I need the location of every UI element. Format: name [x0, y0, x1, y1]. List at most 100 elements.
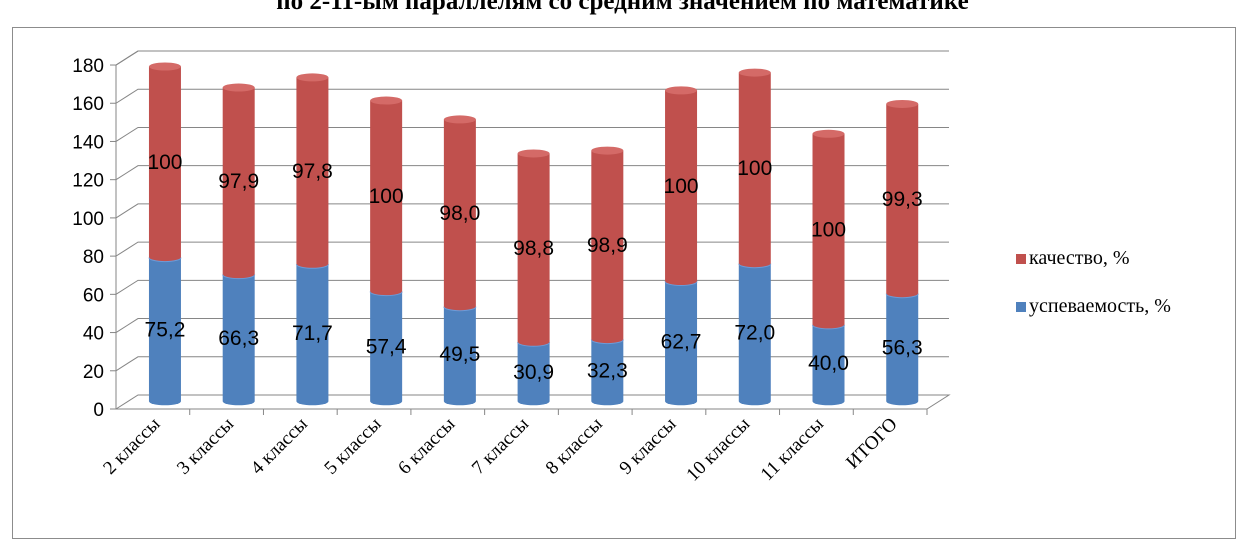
y-tick-label: 20: [83, 362, 104, 383]
bar-progress: [443, 306, 476, 406]
data-label-progress: 30,9: [513, 361, 554, 384]
chart-heading: по 2-11-ым параллелям со средним значени…: [276, 0, 969, 15]
chart-frame: 0 20 40 60 80 100 120 140 160 180 75,2 100 66,3 97,9…: [12, 27, 1236, 539]
bars: 75,2 100 66,3 97,9 71,7 97,8 57,4 100 49,5 98,0 30…: [145, 62, 923, 406]
bar-split-edge: [369, 291, 403, 297]
y-tick-label: 120: [72, 171, 104, 192]
bar-top-cap: [517, 149, 550, 158]
data-label-quality: 98,0: [439, 202, 480, 225]
bar-progress: [886, 293, 919, 406]
bar-top-cap: [665, 86, 698, 95]
y-axis-ticks: 0 20 40 60 80 100 120 140 160 180: [72, 56, 116, 421]
data-label-quality: 98,9: [587, 234, 628, 257]
data-label-progress: 57,4: [366, 335, 407, 358]
bar-quality: [296, 77, 329, 269]
data-label-progress: 40,0: [808, 352, 849, 375]
y-tick-label: 40: [83, 324, 104, 345]
x-category-label: 9 классы: [615, 414, 680, 479]
bar-top-cap: [148, 62, 181, 71]
data-label-progress: 72,0: [734, 322, 775, 345]
x-category-label: 10 классы: [682, 414, 754, 486]
x-category-label: 8 классы: [542, 414, 607, 479]
bar-progress: [517, 342, 550, 406]
data-label-progress: 32,3: [587, 359, 628, 382]
x-category-label: 4 классы: [247, 414, 312, 479]
legend-swatch: [1016, 254, 1026, 264]
y-tick-label: 80: [83, 247, 104, 268]
x-category-label: ИТОГО: [842, 414, 901, 473]
y-tick-label: 100: [72, 209, 104, 230]
x-category-label: 2 классы: [99, 414, 164, 479]
data-label-quality: 97,9: [218, 170, 259, 193]
bar-top-cap: [812, 129, 845, 138]
data-label-progress: 49,5: [439, 343, 480, 366]
bar-quality: [222, 87, 255, 279]
bar-progress: [370, 291, 403, 406]
data-label-quality: 99,3: [882, 188, 923, 211]
y-tick-label: 140: [72, 132, 104, 153]
legend-label: успеваемость, %: [1029, 295, 1171, 317]
y-tick-label: 60: [83, 285, 104, 306]
bar-split-edge: [443, 306, 477, 312]
bar-split-edge: [222, 274, 256, 280]
bar-split-edge: [885, 293, 919, 299]
bar-progress: [738, 263, 771, 406]
bar-split-edge: [148, 257, 182, 263]
x-category-label: 7 классы: [468, 414, 533, 479]
data-label-quality: 100: [811, 218, 846, 241]
y-tick-label: 0: [93, 400, 104, 421]
bar-quality: [591, 150, 624, 344]
bar-quality: [148, 66, 181, 262]
bar-top-cap: [591, 146, 624, 155]
bar-split-edge: [590, 339, 624, 345]
bar-top-cap: [370, 96, 403, 105]
x-category-label: 5 классы: [321, 414, 386, 479]
bar-progress: [148, 257, 181, 406]
data-label-progress: 71,7: [292, 322, 333, 345]
data-label-quality: 97,8: [292, 160, 333, 183]
bar-top-cap: [738, 68, 771, 77]
data-label-progress: 56,3: [882, 337, 923, 360]
y-tick-label: 180: [72, 56, 104, 77]
bar-split-edge: [517, 342, 551, 347]
bar-top-cap: [222, 83, 255, 92]
legend: качество, % успеваемость, %: [1016, 247, 1171, 317]
bar-progress: [296, 264, 329, 406]
legend-label: качество, %: [1029, 247, 1130, 269]
stacked-bar-chart: 0 20 40 60 80 100 120 140 160 180 75,2 100 66,3 97,9…: [72, 50, 1171, 486]
bar-top-cap: [886, 99, 919, 108]
y-tick-label: 160: [72, 94, 104, 115]
bar-top-cap: [443, 115, 476, 124]
bar-quality: [812, 133, 845, 329]
bar-top-cap: [296, 73, 329, 82]
bar-quality: [517, 153, 550, 347]
bar-split-edge: [812, 324, 846, 330]
x-category-label: 11 классы: [757, 414, 828, 485]
data-label-quality: 100: [369, 185, 404, 208]
bar-quality: [886, 103, 919, 298]
data-label-progress: 75,2: [145, 318, 186, 341]
data-label-quality: 100: [737, 157, 772, 180]
bar-progress: [665, 281, 698, 406]
floor: [114, 394, 951, 410]
bar-split-edge: [664, 281, 698, 286]
data-label-quality: 100: [147, 151, 182, 174]
bar-quality: [738, 72, 771, 268]
bar-quality: [443, 119, 476, 311]
data-label-quality: 98,8: [513, 237, 554, 260]
data-label-quality: 100: [664, 175, 699, 198]
x-category-label: 3 классы: [173, 414, 238, 479]
data-label-progress: 62,7: [661, 330, 702, 353]
x-category-label: 6 классы: [394, 414, 459, 479]
x-axis-labels: 2 классы 3 классы 4 классы 5 классы 6 классы…: [99, 409, 928, 486]
bar-quality: [665, 90, 698, 286]
bar-quality: [370, 100, 403, 296]
legend-swatch: [1016, 302, 1026, 312]
bar-progress: [812, 324, 845, 406]
data-label-progress: 66,3: [218, 327, 259, 350]
bar-progress: [222, 274, 255, 406]
gridline: [115, 50, 949, 66]
bar-progress: [591, 339, 624, 406]
back-wall-top: [115, 50, 949, 66]
bar-split-edge: [738, 263, 772, 269]
